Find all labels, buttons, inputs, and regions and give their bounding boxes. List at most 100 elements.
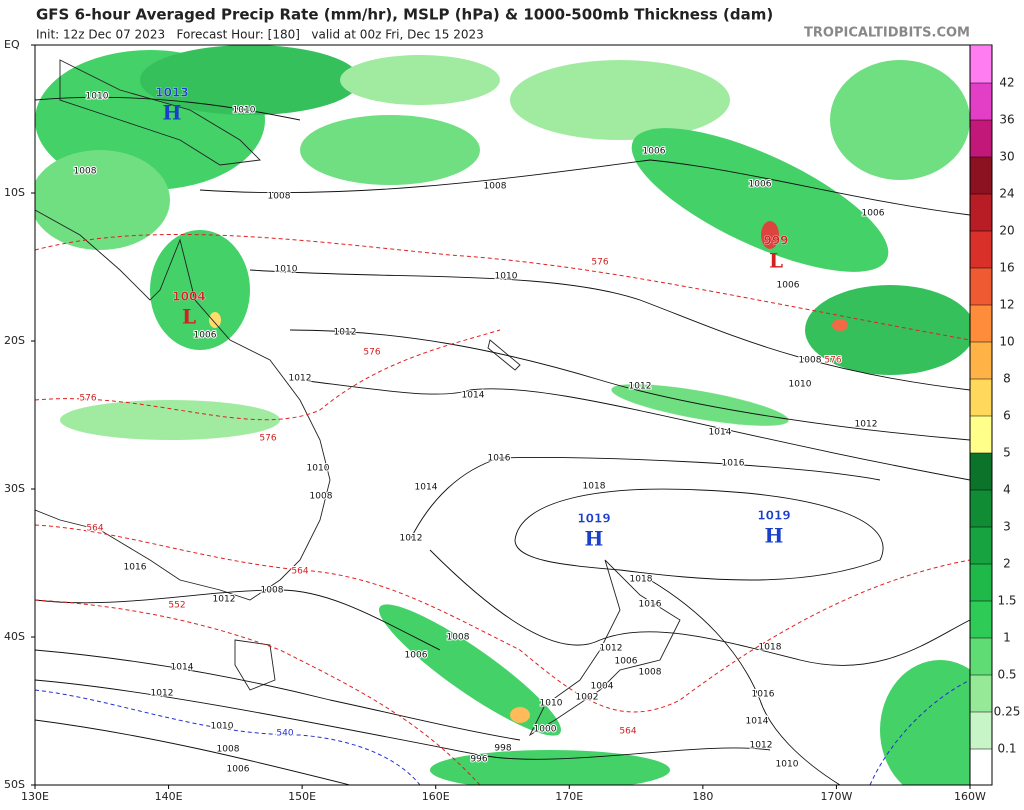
thickness-label: 576 <box>79 394 96 404</box>
isobar-label: 1012 <box>855 420 878 430</box>
isobar-label: 1010 <box>233 106 256 116</box>
colorbar-label: 20 <box>999 224 1014 238</box>
colorbar-segment <box>970 120 992 157</box>
colorbar-segment <box>970 157 992 194</box>
isobar-label: 1016 <box>639 600 662 610</box>
isobar-label: 1006 <box>227 765 250 775</box>
isobar-label: 1014 <box>171 663 194 673</box>
colorbar-segment <box>970 231 992 268</box>
isobar-label: 1014 <box>709 428 732 438</box>
isobar-label: 1012 <box>750 741 773 751</box>
isobar-label: 1006 <box>615 657 638 667</box>
lat-label: EQ <box>4 38 20 51</box>
colorbar-label: 36 <box>999 113 1014 127</box>
thickness-label: 564 <box>86 524 103 534</box>
isobar-label: 998 <box>494 744 511 754</box>
site-name: TROPICALTIDBITS.COM <box>804 26 970 41</box>
lat-label: 10S <box>4 186 25 199</box>
isobar-label: 1010 <box>540 699 563 709</box>
isobar-label: 1010 <box>776 760 799 770</box>
colorbar-segment <box>970 564 992 601</box>
isobar-label: 1010 <box>275 265 298 275</box>
thickness-label: 576 <box>363 348 380 358</box>
isobar-label: 1014 <box>415 483 438 493</box>
colorbar-label: 0.1 <box>997 742 1016 756</box>
isobar-label: 1008 <box>484 182 507 192</box>
isobar-label: 1010 <box>86 92 109 102</box>
isobar-label: 1016 <box>124 563 147 573</box>
pressure-value: 1013 <box>155 86 188 100</box>
colorbar-segment <box>970 749 992 785</box>
lon-label: 170W <box>820 790 852 803</box>
colorbar-segment <box>970 601 992 638</box>
title: GFS 6-hour Averaged Precip Rate (mm/hr),… <box>36 6 773 24</box>
colorbar-segment <box>970 342 992 379</box>
isobar-label: 1012 <box>151 689 174 699</box>
isobar-label: 1006 <box>643 147 666 157</box>
colorbar-segment <box>970 379 992 416</box>
isobar-label: 1010 <box>789 380 812 390</box>
isobar-label: 1016 <box>488 454 511 464</box>
isobar-label: 1008 <box>310 492 333 502</box>
colorbar-segment <box>970 712 992 749</box>
isobar-label: 1012 <box>289 374 312 384</box>
lon-label: 140E <box>155 790 183 803</box>
pressure-symbol: L <box>182 305 196 329</box>
isobar-label: 1012 <box>334 328 357 338</box>
isobars <box>35 96 970 785</box>
colorbar-segment <box>970 453 992 490</box>
colorbar-label: 1 <box>1003 631 1011 645</box>
colorbar-label: 1.5 <box>997 594 1016 608</box>
colorbar-segment <box>970 83 992 120</box>
isobar-label: 1008 <box>217 745 240 755</box>
thickness-label: 576 <box>824 356 841 366</box>
colorbar-label: 12 <box>999 298 1014 312</box>
colorbar-segment <box>970 490 992 527</box>
thickness-label: 564 <box>619 727 636 737</box>
colorbar-label: 30 <box>999 150 1014 164</box>
colorbar-label: 10 <box>999 335 1014 349</box>
isobar-label: 1012 <box>600 644 623 654</box>
isobar-label: 1018 <box>630 575 653 585</box>
pressure-value: 1019 <box>577 512 610 526</box>
pressure-value: 1019 <box>757 509 790 523</box>
lat-label: 30S <box>4 482 25 495</box>
colorbar-label: 42 <box>999 76 1014 90</box>
colorbar-segment <box>970 194 992 231</box>
isobar-label: 1008 <box>799 356 822 366</box>
isobar-label: 1010 <box>495 272 518 282</box>
pressure-symbol: L <box>769 249 783 273</box>
colorbar-label: 4 <box>1003 483 1011 497</box>
colorbar-label: 24 <box>999 187 1014 201</box>
colorbar-segment <box>970 675 992 712</box>
isobar-label: 1006 <box>194 331 217 341</box>
isobar-label: 1018 <box>759 643 782 653</box>
lon-label: 160E <box>422 790 450 803</box>
lon-label: 160W <box>954 790 986 803</box>
colorbar-segment <box>970 416 992 453</box>
colorbar-frame <box>969 44 993 786</box>
isobar-label: 1016 <box>722 459 745 469</box>
isobar-label: 1006 <box>749 180 772 190</box>
pressure-symbol: H <box>585 527 604 551</box>
colorbar-label: 3 <box>1003 520 1011 534</box>
lon-label: 130E <box>21 790 49 803</box>
lat-label: 50S <box>4 778 25 791</box>
isobar-label: 1012 <box>400 534 423 544</box>
subtitle: Init: 12z Dec 07 2023 Forecast Hour: [18… <box>36 28 484 42</box>
pressure-value: 1004 <box>172 290 205 304</box>
colorbar-segment <box>970 268 992 305</box>
colorbar-label: 8 <box>1003 372 1011 386</box>
isobar-label: 1014 <box>462 391 485 401</box>
isobar-label: 1010 <box>211 722 234 732</box>
map-area <box>35 45 970 785</box>
isobar-label: 1018 <box>583 482 606 492</box>
pressure-symbol: H <box>765 524 784 548</box>
isobar-label: 996 <box>470 755 487 765</box>
colorbar-label: 2 <box>1003 557 1011 571</box>
thickness-label: 540 <box>276 729 293 739</box>
lat-label: 20S <box>4 334 25 347</box>
pressure-symbol: H <box>163 101 182 125</box>
isobar-label: 1006 <box>862 209 885 219</box>
precip <box>35 45 970 785</box>
